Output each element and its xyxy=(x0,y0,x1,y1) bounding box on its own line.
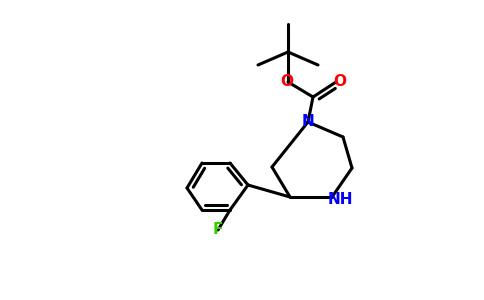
Text: N: N xyxy=(302,113,315,128)
Text: F: F xyxy=(213,221,223,236)
Text: NH: NH xyxy=(327,191,353,206)
Text: O: O xyxy=(333,74,347,89)
Text: O: O xyxy=(281,74,293,88)
